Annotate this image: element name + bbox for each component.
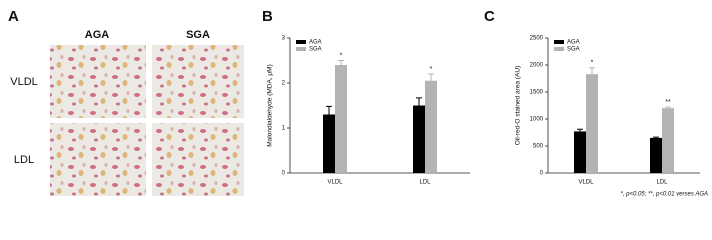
y-tick-label: 2 bbox=[282, 81, 286, 87]
y-axis-label: Oil-red-O stained area (AU) bbox=[515, 66, 522, 145]
bar bbox=[323, 114, 335, 173]
figure: A AGA SGA VLDL LDL B Malondialdehyde (MDA… bbox=[8, 8, 709, 198]
bar bbox=[650, 137, 662, 173]
legend-label: AGA bbox=[309, 40, 322, 46]
bar bbox=[335, 65, 347, 173]
footnote: *, p<0.05; **, p<0.01 verses AGA bbox=[621, 192, 709, 198]
y-tick-label: 500 bbox=[533, 144, 544, 150]
legend-swatch bbox=[554, 47, 564, 51]
annotation: * bbox=[340, 52, 343, 59]
x-tick-label: VLDL bbox=[327, 180, 343, 186]
error-bar bbox=[653, 136, 659, 138]
legend-swatch bbox=[296, 47, 306, 51]
micrograph bbox=[50, 123, 146, 196]
y-tick-label: 3 bbox=[282, 36, 286, 42]
bar bbox=[574, 131, 586, 173]
micrograph bbox=[152, 123, 244, 196]
column-label: SGA bbox=[186, 29, 210, 41]
annotation: ** bbox=[665, 99, 671, 106]
x-tick-label: LDL bbox=[419, 180, 431, 186]
x-tick-label: VLDL bbox=[578, 180, 594, 186]
panel-label: A bbox=[8, 8, 19, 25]
y-axis-label: Malondialdehyde (MDA, μM) bbox=[267, 64, 274, 147]
micrograph bbox=[152, 45, 244, 118]
panel-label: B bbox=[262, 8, 273, 25]
y-tick-label: 1000 bbox=[530, 117, 544, 123]
bar bbox=[425, 80, 437, 173]
row-label: LDL bbox=[14, 154, 34, 166]
error-bar bbox=[416, 97, 422, 106]
annotation: * bbox=[430, 66, 433, 73]
y-tick-label: 1 bbox=[282, 126, 286, 132]
micrograph bbox=[50, 45, 146, 118]
annotation: * bbox=[591, 60, 594, 67]
legend-label: SGA bbox=[309, 47, 322, 53]
y-tick-label: 2000 bbox=[530, 63, 544, 69]
y-tick-label: 1500 bbox=[530, 90, 544, 96]
error-bar bbox=[665, 106, 671, 109]
legend-swatch bbox=[554, 40, 564, 44]
error-bar bbox=[428, 73, 434, 81]
bar bbox=[662, 108, 674, 173]
legend-label: AGA bbox=[567, 40, 580, 46]
error-bar bbox=[338, 60, 344, 65]
legend-label: SGA bbox=[567, 47, 580, 53]
row-label: VLDL bbox=[10, 76, 38, 88]
error-bar bbox=[577, 128, 583, 132]
bar bbox=[413, 105, 425, 173]
bar bbox=[586, 74, 598, 173]
error-bar bbox=[589, 67, 595, 75]
y-tick-label: 2500 bbox=[530, 36, 544, 42]
column-label: AGA bbox=[85, 29, 110, 41]
error-bar bbox=[326, 105, 332, 115]
panel-label: C bbox=[484, 8, 495, 25]
x-tick-label: LDL bbox=[656, 180, 668, 186]
legend-swatch bbox=[296, 40, 306, 44]
y-tick-label: 0 bbox=[540, 171, 544, 177]
y-tick-label: 0 bbox=[282, 171, 286, 177]
